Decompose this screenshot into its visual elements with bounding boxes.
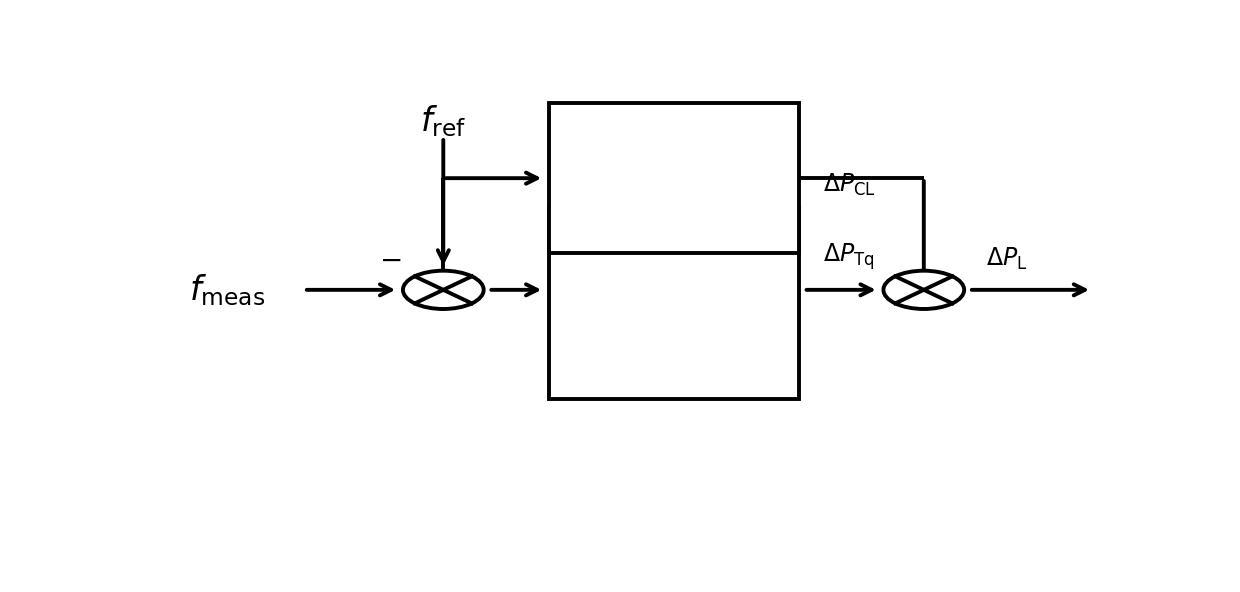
Text: $\Delta P$: $\Delta P$ <box>641 227 667 245</box>
Text: $\Delta f$: $\Delta f$ <box>758 187 780 205</box>
Text: $\Delta \mathit{P}_{\rm L}$: $\Delta \mathit{P}_{\rm L}$ <box>986 246 1028 272</box>
Bar <box>549 103 799 253</box>
Text: $\mathit{f}_{\rm meas}$: $\mathit{f}_{\rm meas}$ <box>188 272 265 308</box>
Text: $\mathit{f}_{\rm ref}$: $\mathit{f}_{\rm ref}$ <box>420 103 466 139</box>
Text: $\Delta \mathit{P}_{\rm Tq}$: $\Delta \mathit{P}_{\rm Tq}$ <box>823 241 874 272</box>
Text: $\Delta P$: $\Delta P$ <box>641 117 667 134</box>
Text: $\Delta f$: $\Delta f$ <box>758 315 780 333</box>
Text: $\Delta \mathit{P}_{\rm CL}$: $\Delta \mathit{P}_{\rm CL}$ <box>823 172 875 198</box>
Circle shape <box>403 271 484 309</box>
Bar <box>549 208 799 399</box>
Text: $-$: $-$ <box>379 246 402 274</box>
Circle shape <box>883 271 965 309</box>
